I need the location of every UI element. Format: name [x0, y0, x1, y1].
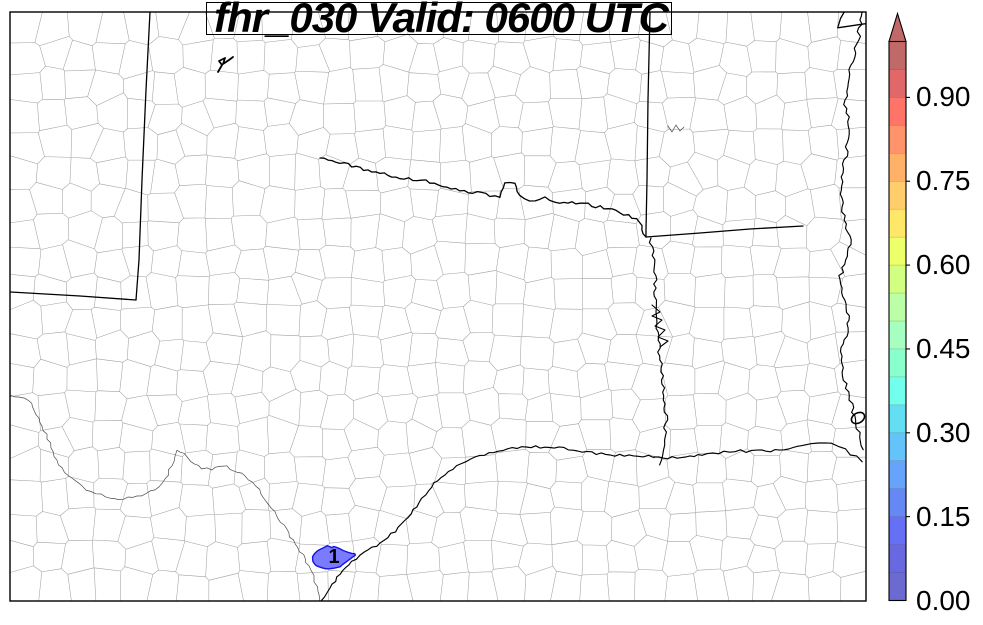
svg-text:1: 1 — [328, 546, 339, 568]
